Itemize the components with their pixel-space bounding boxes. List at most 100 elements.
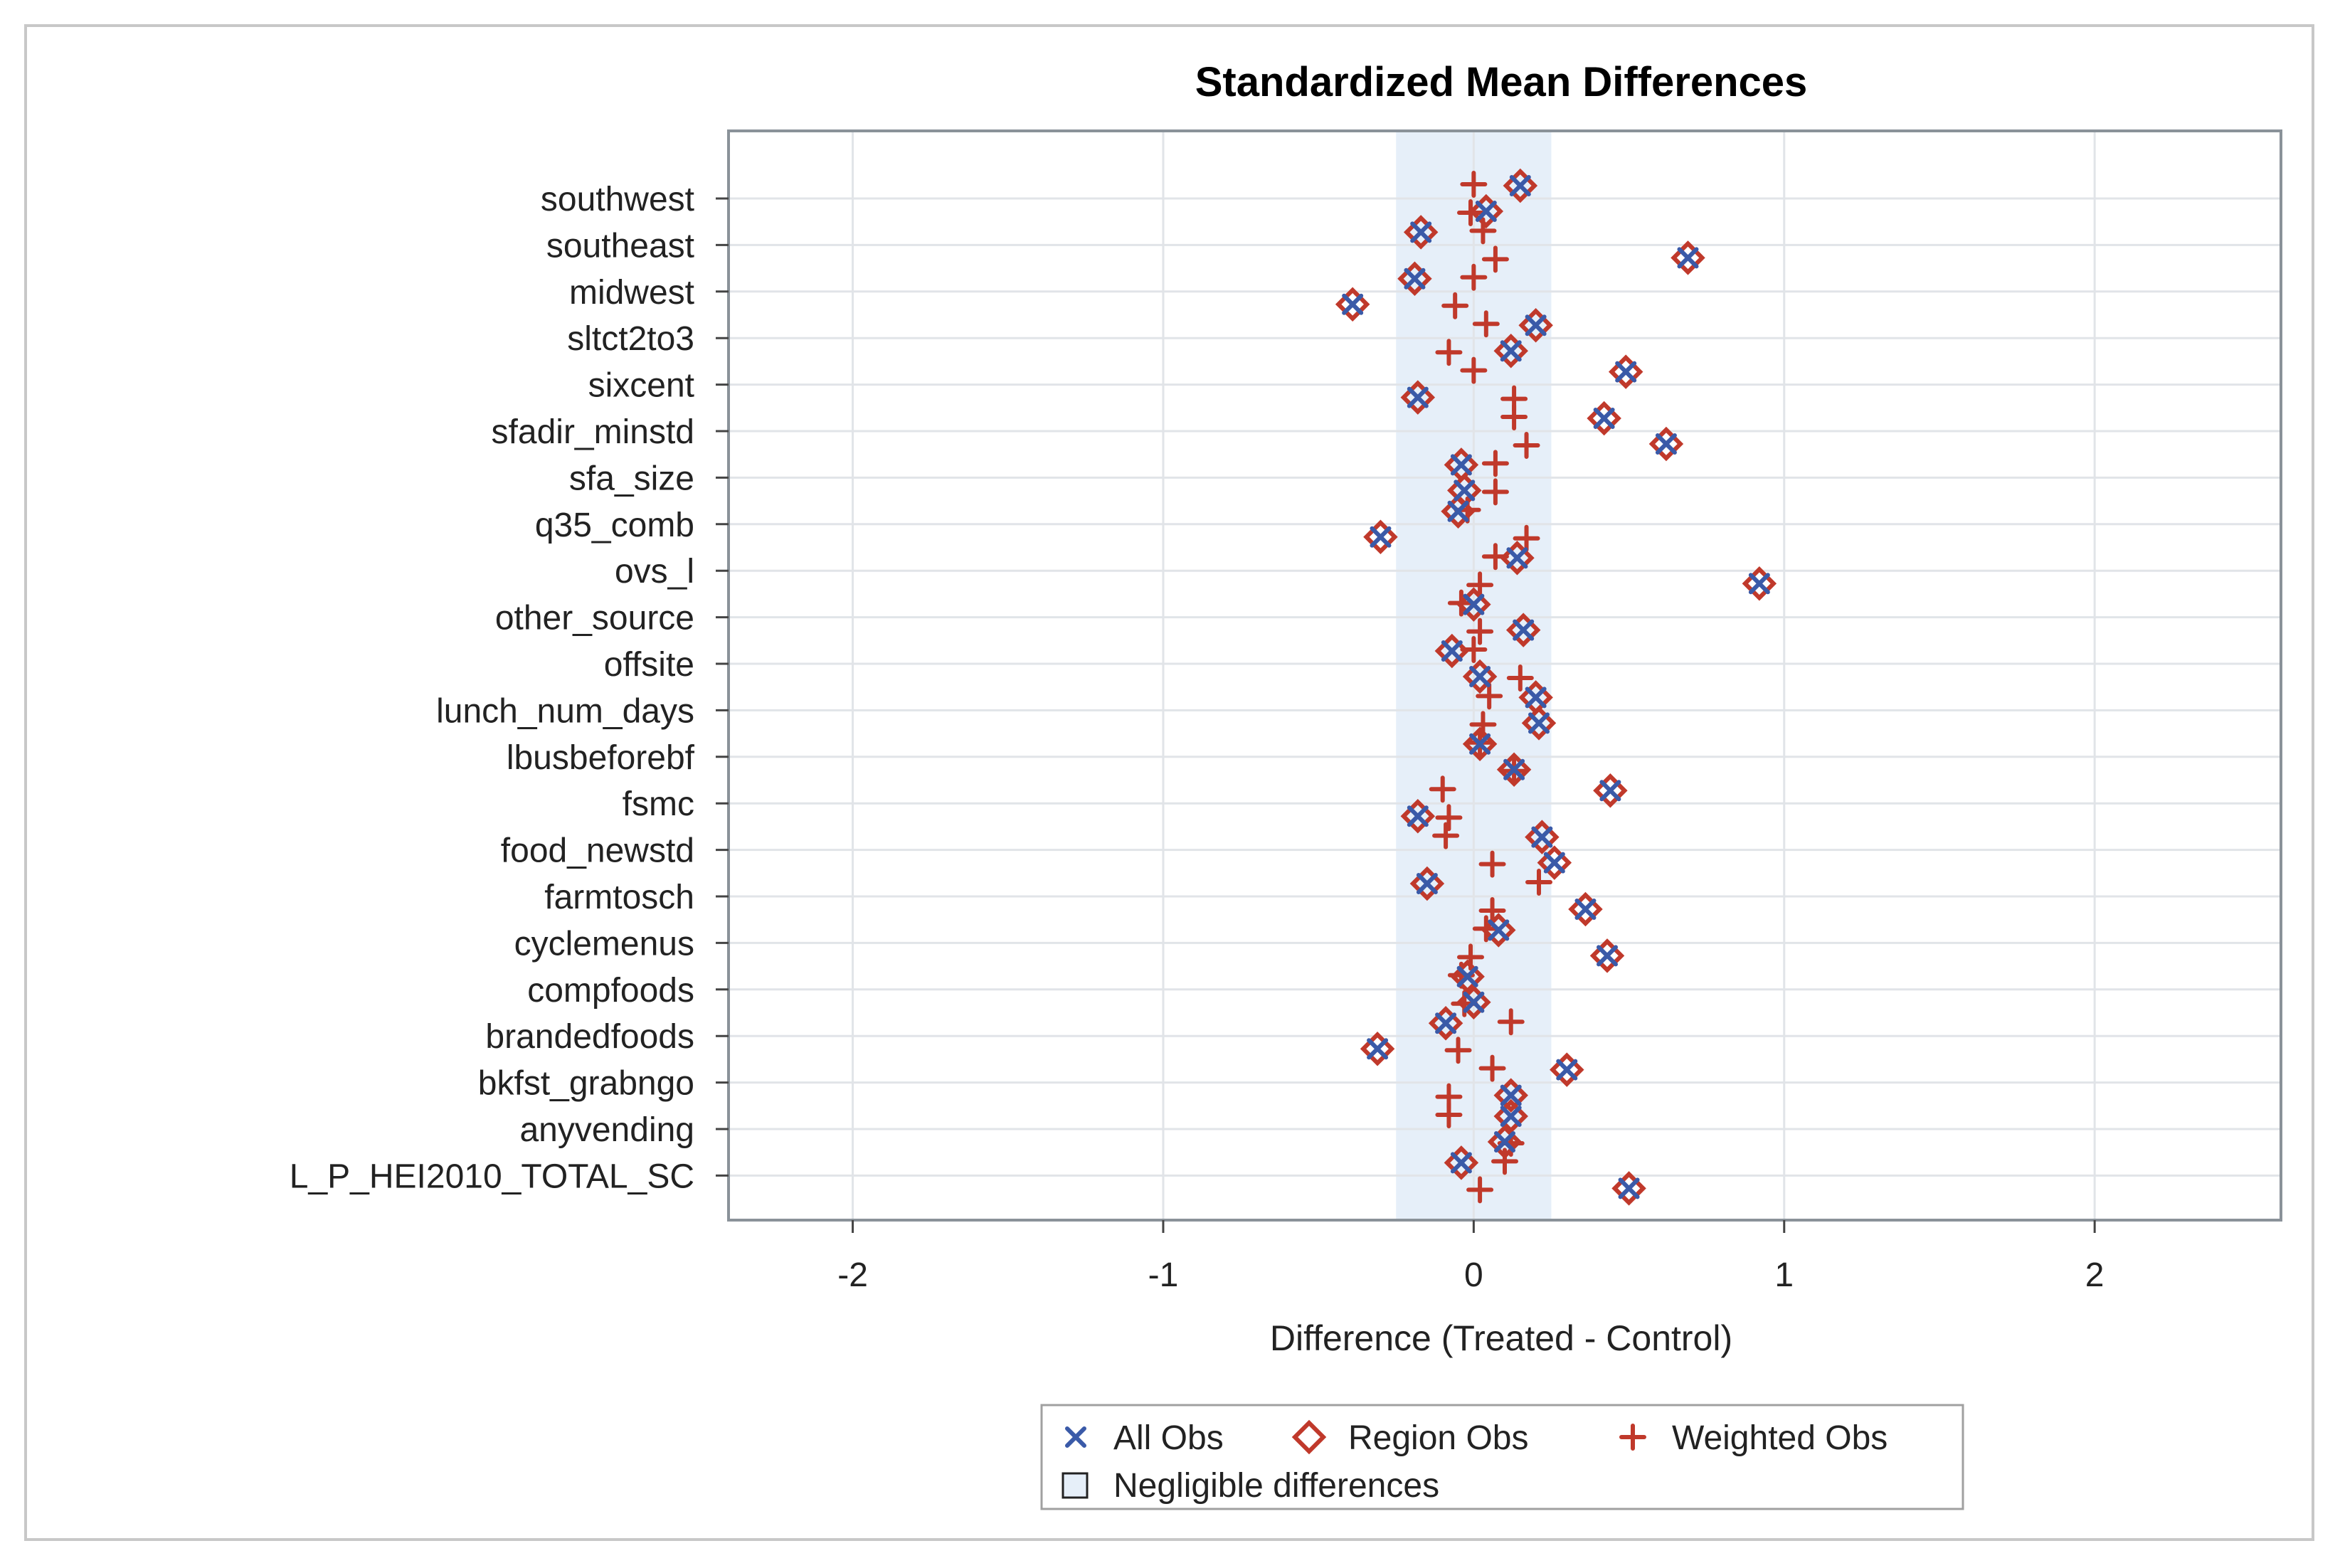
y-tick-label: other_source	[495, 600, 694, 637]
y-tick-label: compfoods	[527, 972, 694, 1010]
x-tick-label: -1	[1148, 1256, 1179, 1294]
legend-label-region-obs: Region Obs	[1348, 1419, 1528, 1457]
all-obs-point	[1469, 666, 1491, 687]
region-obs-point	[1462, 726, 1498, 762]
region-obs-point	[1648, 426, 1684, 462]
region-obs-point	[1493, 1078, 1528, 1113]
region-obs-point	[1397, 261, 1432, 297]
region-obs-point	[1550, 1052, 1584, 1087]
weighted-obs-point	[1444, 1037, 1472, 1064]
all-obs-point	[1556, 1059, 1578, 1081]
weighted-obs-point	[1460, 356, 1488, 384]
weighted-obs-point	[1497, 1008, 1525, 1036]
y-tick-label: southeast	[546, 227, 694, 265]
region-obs-point	[1462, 659, 1498, 694]
region-obs-point	[1505, 613, 1541, 647]
y-tick-label: fsmc	[623, 785, 694, 823]
x-tick-label: -2	[837, 1256, 868, 1294]
region-obs-point	[1468, 194, 1504, 229]
region-obs-point	[1587, 401, 1621, 436]
weighted-obs-point	[1472, 310, 1500, 338]
weighted-obs-point	[1476, 682, 1503, 710]
all-obs-point	[1450, 454, 1472, 476]
region-obs-point	[1481, 913, 1516, 948]
y-tick-label: ovs_l	[615, 553, 694, 590]
all-obs-point	[1454, 480, 1476, 502]
all-obs-point	[1528, 712, 1550, 734]
y-tick-label: brandedfoods	[485, 1018, 694, 1056]
region-obs-point	[1525, 820, 1560, 854]
y-tick-label: bkfst_grabngo	[478, 1065, 694, 1103]
all-obs-point	[1503, 758, 1525, 780]
y-tick-label: midwest	[569, 274, 694, 312]
all-obs-point	[1370, 526, 1392, 548]
y-tick-label: farmtosch	[544, 879, 694, 916]
y-tick-label: sfadir_minstd	[492, 413, 694, 451]
weighted-obs-point	[1460, 263, 1488, 291]
y-tick-label: sfa_size	[569, 460, 694, 497]
legend-negligible-icon	[1062, 1472, 1089, 1499]
all-obs-point	[1488, 919, 1510, 941]
weighted-obs-point	[1441, 292, 1469, 319]
all-obs-point	[1513, 619, 1535, 641]
weighted-obs-point	[1506, 664, 1534, 692]
all-obs-point	[1441, 640, 1463, 662]
region-obs-point	[1434, 633, 1470, 669]
region-obs-point	[1500, 540, 1535, 576]
region-obs-point	[1493, 1098, 1528, 1134]
weighted-obs-point	[1478, 897, 1506, 924]
all-obs-point	[1574, 899, 1597, 920]
all-obs-point	[1543, 852, 1565, 874]
region-obs-point	[1611, 1171, 1646, 1206]
weighted-obs-point	[1435, 339, 1463, 366]
all-obs-point	[1367, 1038, 1389, 1060]
region-obs-point	[1671, 240, 1705, 275]
region-obs-point	[1742, 566, 1777, 601]
region-obs-point	[1493, 333, 1528, 369]
region-obs-point	[1441, 494, 1476, 529]
all-obs-point	[1597, 945, 1619, 967]
all-obs-point	[1407, 805, 1429, 827]
legend-region-obs-icon	[1291, 1419, 1327, 1455]
x-tick-label: 2	[2085, 1256, 2105, 1294]
weighted-obs-point	[1460, 171, 1488, 198]
region-obs-point	[1335, 287, 1370, 322]
all-obs-point	[1500, 340, 1522, 362]
region-obs-point	[1518, 307, 1553, 343]
region-obs-point	[1450, 959, 1485, 995]
y-tick-label: lbusbeforebf	[507, 739, 695, 777]
region-obs-point	[1456, 985, 1491, 1020]
all-obs-point	[1450, 1152, 1472, 1174]
weighted-obs-point	[1466, 618, 1494, 645]
all-obs-point	[1494, 1131, 1515, 1153]
y-tick-label: q35_comb	[535, 507, 694, 544]
legend-label-negligible: Negligible differences	[1113, 1467, 1439, 1505]
weighted-obs-point	[1435, 1083, 1463, 1111]
region-obs-point	[1496, 752, 1532, 788]
region-obs-point	[1503, 168, 1538, 203]
legend-box	[1040, 1404, 1964, 1510]
y-tick-label: food_newstd	[501, 832, 694, 870]
all-obs-point	[1525, 314, 1547, 337]
all-obs-point	[1500, 1084, 1522, 1106]
all-obs-point	[1463, 991, 1485, 1013]
all-obs-point	[1435, 1012, 1457, 1034]
region-obs-point	[1521, 706, 1557, 741]
region-obs-point	[1409, 866, 1445, 901]
all-obs-point	[1463, 593, 1485, 615]
region-obs-point	[1487, 1124, 1523, 1160]
region-obs-point	[1428, 1005, 1463, 1041]
all-obs-point	[1456, 965, 1478, 987]
all-obs-point	[1500, 1106, 1522, 1127]
all-obs-point	[1410, 221, 1432, 243]
all-obs-point	[1447, 500, 1469, 522]
y-tick-label: sltct2to3	[567, 320, 694, 358]
y-tick-label: L_P_HEI2010_TOTAL_SC	[290, 1158, 694, 1195]
all-obs-point	[1531, 826, 1553, 848]
all-obs-point	[1593, 408, 1615, 429]
plot-border	[727, 129, 2282, 1222]
all-obs-point	[1618, 1177, 1640, 1199]
all-obs-point	[1416, 873, 1438, 894]
region-obs-point	[1589, 938, 1625, 973]
